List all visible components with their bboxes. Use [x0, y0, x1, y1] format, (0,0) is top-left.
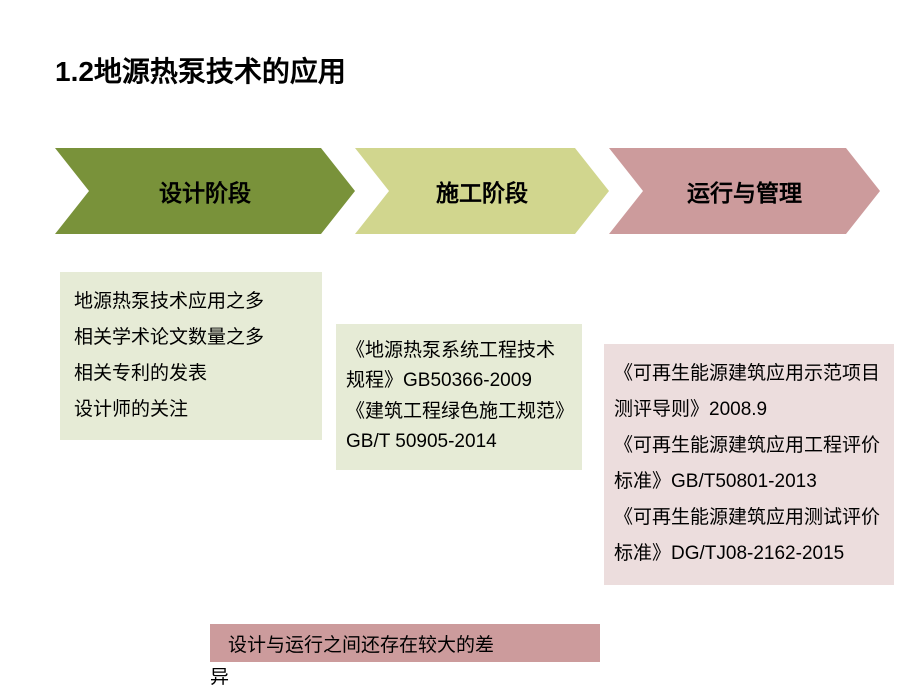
- list-item: 设计师的关注: [74, 392, 308, 428]
- chevron-label: 运行与管理: [687, 174, 802, 208]
- list-item: 相关专利的发表: [74, 356, 308, 392]
- list-item: 《建筑工程绿色施工规范》GB/T 50905-2014: [346, 397, 572, 458]
- list-item: 相关学术论文数量之多: [74, 320, 308, 356]
- chevron-design-stage: 设计阶段: [55, 148, 355, 234]
- footer-callout: 设计与运行之间还存在较大的差: [210, 624, 600, 662]
- construction-stage-box: 《地源热泵系统工程技术规程》GB50366-2009 《建筑工程绿色施工规范》G…: [336, 324, 582, 470]
- process-chevrons: 设计阶段 施工阶段 运行与管理: [55, 148, 880, 234]
- chevron-operation-stage: 运行与管理: [609, 148, 880, 234]
- operation-stage-box: 《可再生能源建筑应用示范项目测评导则》2008.9 《可再生能源建筑应用工程评价…: [604, 344, 894, 585]
- footer-text-overflow: 异: [210, 662, 229, 689]
- list-item: 《地源热泵系统工程技术规程》GB50366-2009: [346, 336, 572, 397]
- list-item: 《可再生能源建筑应用示范项目测评导则》2008.9: [614, 356, 884, 428]
- chevron-label: 施工阶段: [436, 174, 528, 208]
- list-item: 《可再生能源建筑应用测试评价标准》DG/TJ08-2162-2015: [614, 500, 884, 572]
- slide-title: 1.2地源热泵技术的应用: [55, 50, 346, 90]
- list-item: 《可再生能源建筑应用工程评价标准》GB/T50801-2013: [614, 428, 884, 500]
- chevron-label: 设计阶段: [159, 174, 251, 208]
- list-item: 地源热泵技术应用之多: [74, 284, 308, 320]
- chevron-construction-stage: 施工阶段: [355, 148, 609, 234]
- footer-text: 设计与运行之间还存在较大的差: [228, 630, 494, 657]
- design-stage-box: 地源热泵技术应用之多 相关学术论文数量之多 相关专利的发表 设计师的关注: [60, 272, 322, 440]
